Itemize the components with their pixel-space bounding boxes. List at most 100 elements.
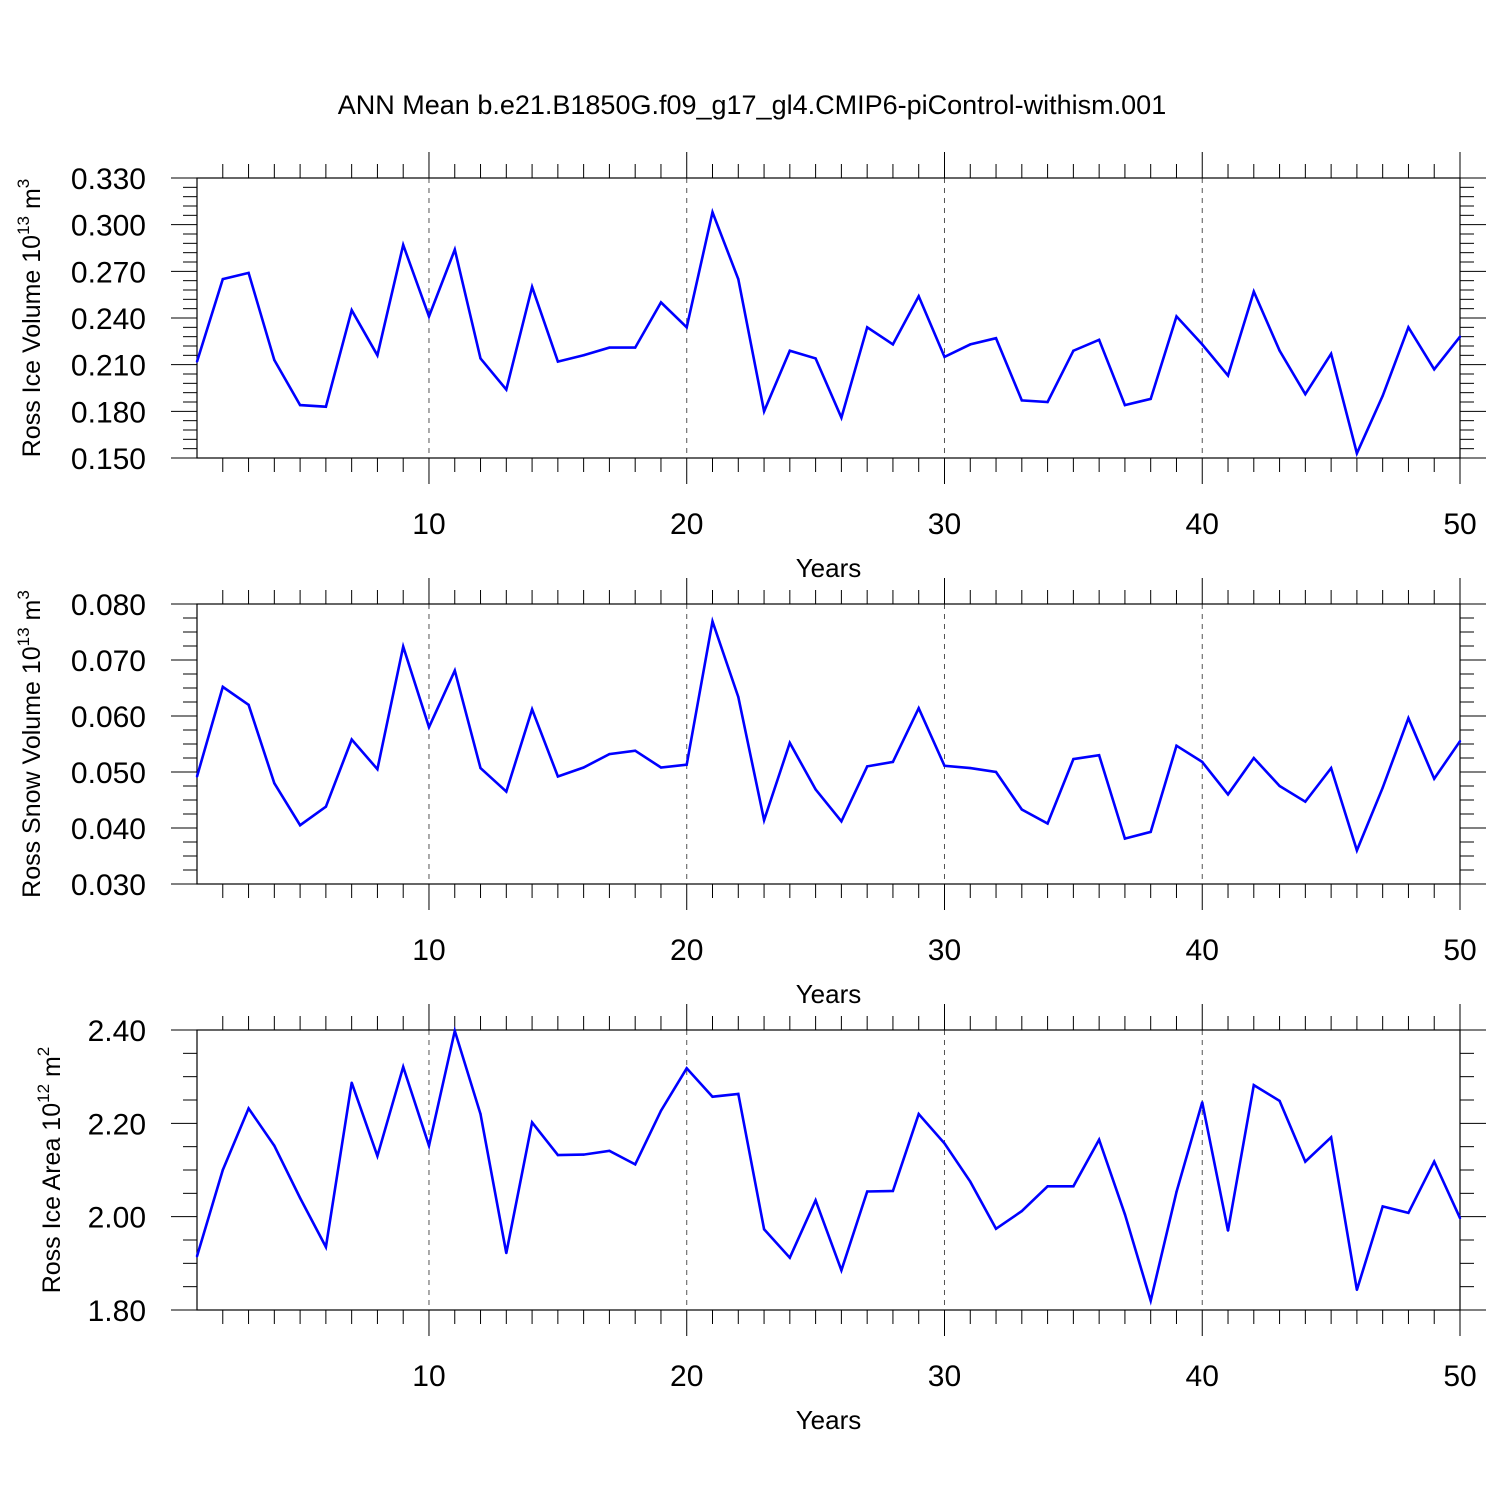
series-line [195,1025,1462,1306]
x-axis-label: Years [796,553,862,583]
data-point [891,760,895,764]
y-tick-label: 0.300 [71,210,146,243]
data-point [376,354,379,357]
data-point [865,326,869,329]
data-point [608,1149,611,1153]
data-point [1304,393,1307,396]
y-tick-label: 1.80 [88,1295,146,1328]
data-point [943,355,946,359]
y-tick-label: 0.050 [71,757,146,790]
data-point [221,1168,224,1172]
data-point [505,790,508,793]
data-point [659,766,663,769]
data-point [273,358,276,362]
data-point [1407,717,1410,720]
data-point [840,1269,843,1272]
y-tick-label: 0.270 [71,256,146,289]
data-point [1355,452,1359,455]
x-tick-label: 20 [670,1360,703,1393]
data-point [195,775,199,778]
data-point [762,410,766,413]
data-point [969,766,972,770]
x-tick-label: 50 [1443,1360,1476,1393]
data-point [1381,394,1384,397]
y-tick-label: 0.150 [71,443,146,476]
data-point [1072,757,1075,761]
data-point [479,357,482,360]
data-point [324,405,328,408]
data-point [298,824,302,827]
data-point [530,1121,534,1124]
data-point [865,765,869,768]
y-axis-label: Ross Ice Area 1012 m2 [34,1047,66,1294]
data-point [711,211,714,214]
x-tick-label: 40 [1186,508,1219,541]
data-point [530,708,534,711]
data-point [814,357,817,360]
data-point [1252,1083,1255,1087]
data-point [1097,1138,1101,1141]
data-point [1149,1299,1152,1302]
data-point [1097,754,1101,757]
data-point [685,1067,688,1070]
data-point [221,277,224,281]
data-point [788,1256,792,1259]
data-point [711,1095,714,1098]
data-point [221,685,224,689]
series-line [195,616,1462,855]
data-point [1123,1213,1127,1216]
data-point [479,766,482,770]
data-point [788,741,792,745]
x-axis-label: Years [796,1405,862,1435]
panel-1: 0.150 0.180 0.210 0.240 0.270 0.300 0.330 10 20 3… [14,152,1486,583]
y-axis-label-part: Ross Ice Volume 10 [18,235,46,457]
data-point [1433,1160,1436,1163]
y-tick-label: 2.00 [88,1202,146,1235]
data-point [1175,744,1178,747]
data-point [247,1107,250,1110]
data-point [1278,784,1281,788]
data-point [247,271,250,275]
data-point [1149,397,1152,401]
data-point [969,343,972,346]
data-point [1407,1211,1410,1215]
data-point [608,752,611,756]
data-point [1381,786,1384,789]
data-point [1329,1136,1333,1139]
data-point [376,1154,379,1158]
data-point [943,764,946,768]
data-point [298,1196,302,1200]
x-tick-label: 50 [1443,508,1476,541]
data-point [994,1227,998,1231]
y-axis-label-part: 13 [14,627,33,646]
data-point [1226,1229,1230,1232]
data-point [556,1153,560,1157]
data-point [762,818,766,822]
chart-title: ANN Mean b.e21.B1850G.f09_g17_gl4.CMIP6-… [338,90,1166,120]
x-tick-label: 40 [1186,934,1219,967]
y-axis-label-part: m [38,1056,66,1084]
y-axis-label-part: 12 [34,1084,53,1103]
data-point [840,416,843,419]
data-point [1046,400,1049,404]
data-point [350,1081,353,1084]
y-tick-label: 0.330 [71,163,146,196]
data-point [1097,338,1101,341]
plot-frame [196,1029,1461,1311]
data-point [994,337,998,340]
data-point [1072,1185,1075,1188]
data-point [814,788,817,791]
data-point [891,343,895,346]
data-point [324,1245,328,1249]
data-point [1407,326,1410,329]
y-tick-label: 0.080 [71,589,146,622]
data-point [427,1144,431,1147]
data-point [376,768,379,771]
y-tick-label: 0.180 [71,396,146,429]
data-point [1175,315,1178,318]
y-axis-label-part: Ross Ice Area 10 [38,1103,66,1293]
data-point [1201,343,1204,346]
data-point [633,1163,637,1166]
data-point [1329,352,1333,355]
data-point [1304,1160,1307,1163]
